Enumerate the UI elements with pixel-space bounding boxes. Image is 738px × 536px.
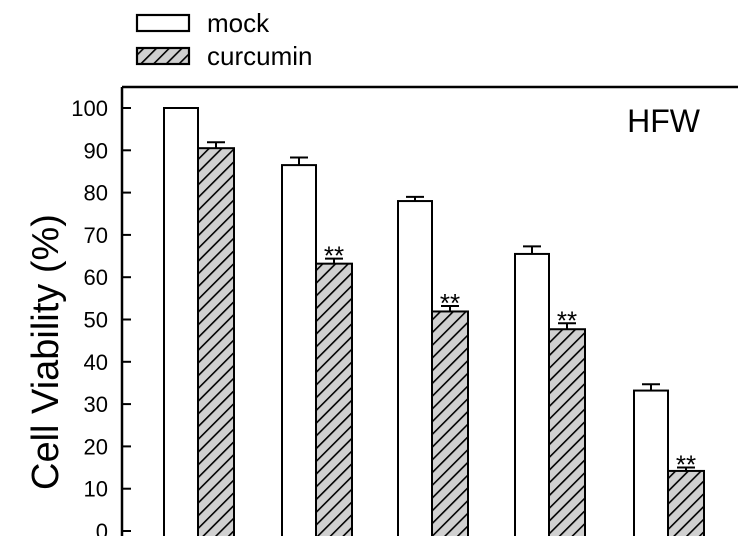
bar-mock-3 [397,200,433,536]
bar-curcumin-3 [431,310,469,536]
significance-label: ** [676,450,696,480]
legend-label-curcumin: curcumin [207,41,312,71]
legend: mock curcumin [135,8,312,71]
panel-label: HFW [627,103,701,139]
significance-labels: ** ** ** ** [324,241,696,480]
y-tick-label: 90 [84,138,108,163]
y-tick-label: 10 [84,477,108,502]
y-tick-label: 0 [96,519,108,536]
plot-frame [120,85,738,536]
y-axis-label: Cell Viability (%) [25,214,67,490]
bars [163,107,705,536]
y-tick-label: 80 [84,181,108,206]
y-tick-label: 30 [84,392,108,417]
bar-mock-1 [163,107,199,536]
significance-label: ** [557,305,577,335]
y-tick-label: 20 [84,434,108,459]
y-tick-label: 100 [71,96,108,121]
bar-curcumin-1 [197,147,235,536]
significance-label: ** [440,288,460,318]
bar-mock-2 [281,164,317,536]
bar-curcumin-2 [315,262,353,536]
bar-mock-5 [633,389,669,536]
bar-curcumin-4 [548,328,586,536]
bar-mock-4 [514,252,550,536]
y-tick-label: 60 [84,265,108,290]
y-tick-label: 40 [84,350,108,375]
legend-swatch-mock [135,13,191,33]
error-bars [207,141,695,471]
y-tick-label: 70 [84,223,108,248]
significance-label: ** [324,241,344,271]
y-ticks: 0 10 20 30 40 50 60 70 80 90 100 [71,96,131,536]
bar-curcumin-5 [667,469,705,536]
y-tick-label: 50 [84,308,108,333]
legend-swatch-curcumin [135,46,191,66]
legend-label-mock: mock [207,8,270,38]
